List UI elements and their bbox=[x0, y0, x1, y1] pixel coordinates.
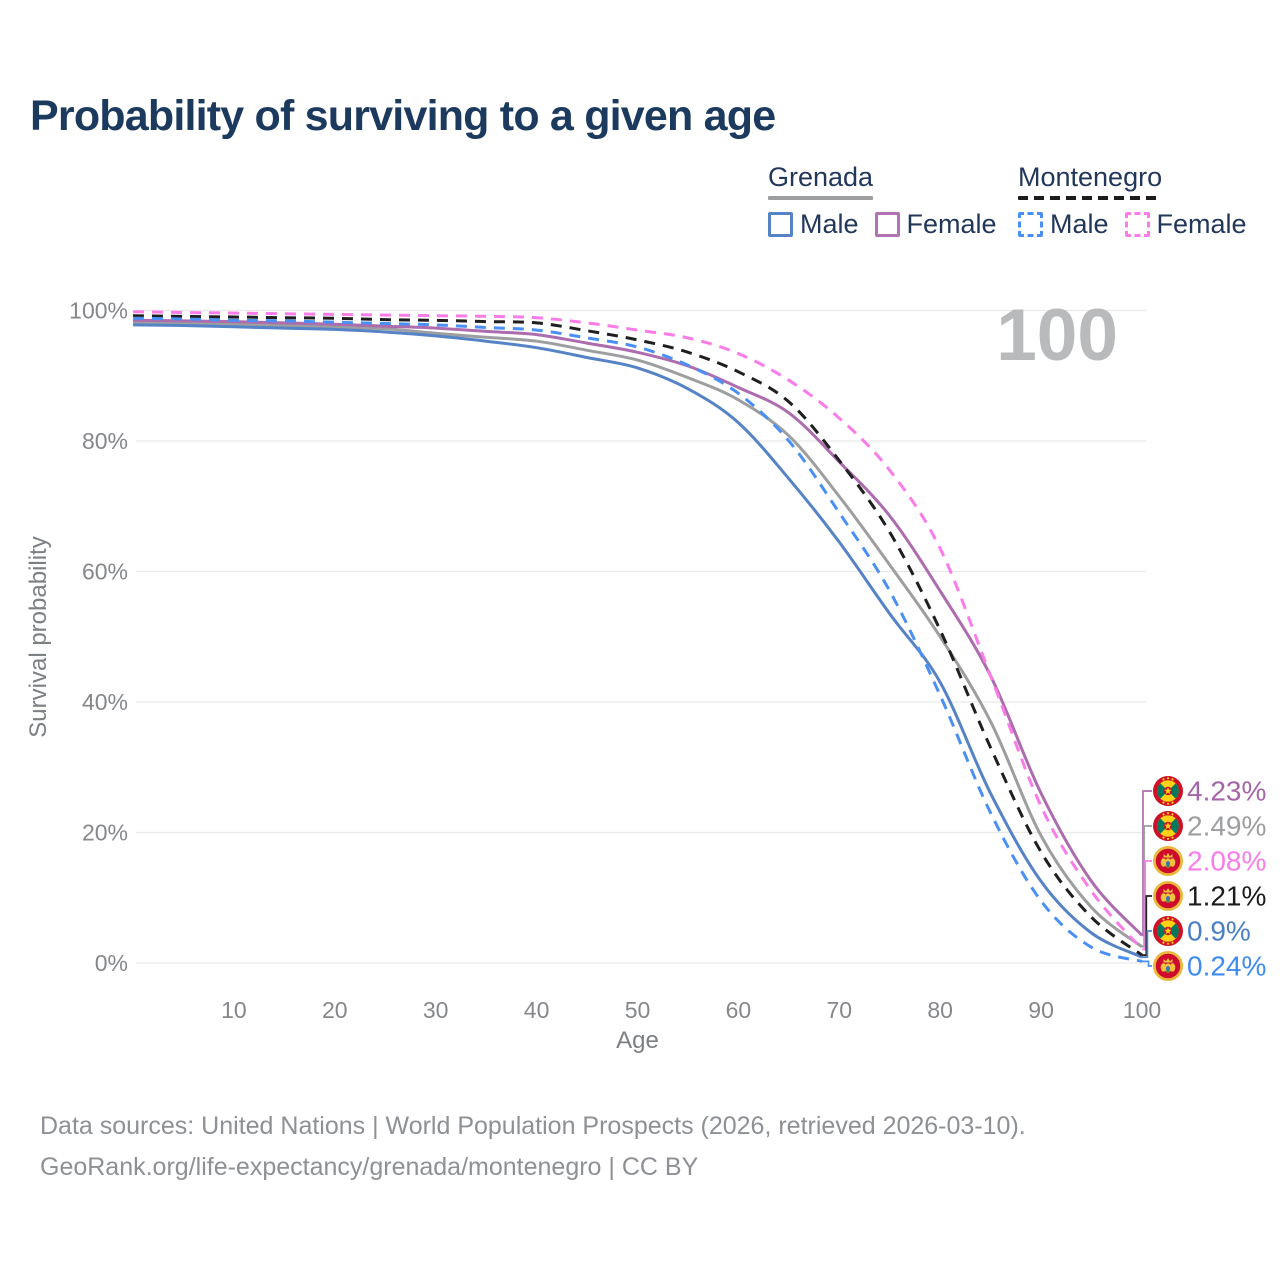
montenegro-line-swatch bbox=[1018, 196, 1163, 200]
x-axis-tick: 30 bbox=[423, 997, 449, 1023]
series-grenada-female bbox=[132, 318, 1144, 937]
series-montenegro bbox=[132, 314, 1143, 957]
legend-item-montenegro-male[interactable]: Male bbox=[1018, 209, 1109, 240]
legend-group-grenada-title: Grenada bbox=[768, 162, 874, 192]
y-axis-tick: 40% bbox=[82, 689, 128, 715]
y-axis-title: Survival probability bbox=[25, 536, 52, 737]
series-grenada-male bbox=[132, 323, 1143, 959]
legend-item-label: Female bbox=[1156, 209, 1247, 239]
footer-attribution: GeoRank.org/life-expectancy/grenada/mont… bbox=[40, 1153, 699, 1181]
end-value-label-montenegro-female: 2.08% bbox=[1187, 846, 1266, 877]
end-value-label-montenegro-male: 0.24% bbox=[1187, 951, 1266, 982]
end-label-connector bbox=[1142, 860, 1152, 951]
x-axis-tick: 50 bbox=[625, 997, 651, 1023]
end-label-connector bbox=[1142, 895, 1152, 956]
age-counter-watermark: 100 bbox=[996, 295, 1118, 376]
legend-group-montenegro-title: Montenegro bbox=[1018, 162, 1163, 192]
x-axis-tick: 10 bbox=[221, 997, 247, 1023]
x-axis-tick: 70 bbox=[827, 997, 853, 1023]
grenada-male-swatch bbox=[768, 212, 793, 237]
x-axis-tick: 20 bbox=[322, 997, 348, 1023]
x-axis-tick: 100 bbox=[1123, 997, 1161, 1023]
montenegro-female-swatch bbox=[1124, 212, 1150, 237]
grenada-line-swatch bbox=[768, 196, 874, 200]
end-value-label-montenegro: 1.21% bbox=[1187, 881, 1266, 912]
y-axis-tick: 80% bbox=[82, 428, 128, 454]
montenegro-flag-icon bbox=[1153, 881, 1184, 912]
end-label-connector bbox=[1142, 790, 1152, 937]
end-value-label-grenada: 2.49% bbox=[1187, 811, 1266, 842]
legend-item-grenada-female[interactable]: Female bbox=[874, 209, 997, 240]
series-montenegro-female bbox=[132, 310, 1144, 951]
y-axis-tick: 0% bbox=[95, 950, 128, 976]
end-value-label-grenada-male: 0.9% bbox=[1187, 916, 1251, 947]
footer: Data sources: United Nations | World Pop… bbox=[40, 1106, 1026, 1188]
end-label-connector bbox=[1142, 960, 1152, 967]
x-axis-tick: 80 bbox=[927, 997, 953, 1023]
y-axis-tick: 20% bbox=[82, 820, 128, 846]
grenada-flag-icon bbox=[1153, 811, 1183, 841]
series-grenada bbox=[132, 321, 1143, 948]
x-axis-tick: 60 bbox=[726, 997, 752, 1023]
legend-item-label: Female bbox=[906, 209, 997, 239]
x-axis-tick: 40 bbox=[524, 997, 550, 1023]
legend-item-grenada-male[interactable]: Male bbox=[768, 209, 859, 240]
x-axis-tick: 90 bbox=[1028, 997, 1054, 1023]
legend-item-label: Male bbox=[800, 209, 859, 239]
legend-item-montenegro-female[interactable]: Female bbox=[1124, 209, 1247, 240]
grenada-female-swatch bbox=[874, 212, 900, 237]
grenada-flag-icon bbox=[1153, 916, 1183, 946]
grenada-flag-icon bbox=[1153, 776, 1183, 806]
end-value-label-grenada-female: 4.23% bbox=[1187, 776, 1266, 807]
montenegro-male-swatch bbox=[1018, 212, 1043, 237]
montenegro-flag-icon bbox=[1153, 951, 1184, 982]
end-label-connector bbox=[1142, 825, 1152, 948]
y-axis-tick: 100% bbox=[69, 298, 128, 324]
y-axis-tick: 60% bbox=[82, 559, 128, 585]
montenegro-flag-icon bbox=[1153, 846, 1184, 877]
legend-group-montenegro: Montenegro Male Female bbox=[1018, 162, 1247, 240]
legend-group-grenada: Grenada Male Female bbox=[768, 162, 997, 240]
footer-data-sources: Data sources: United Nations | World Pop… bbox=[40, 1112, 1026, 1140]
x-axis-title: Age bbox=[616, 1027, 659, 1054]
page-title: Probability of surviving to a given age bbox=[30, 92, 776, 140]
series-montenegro-male bbox=[132, 316, 1143, 963]
end-label-connector bbox=[1142, 930, 1152, 958]
legend-item-label: Male bbox=[1050, 209, 1109, 239]
